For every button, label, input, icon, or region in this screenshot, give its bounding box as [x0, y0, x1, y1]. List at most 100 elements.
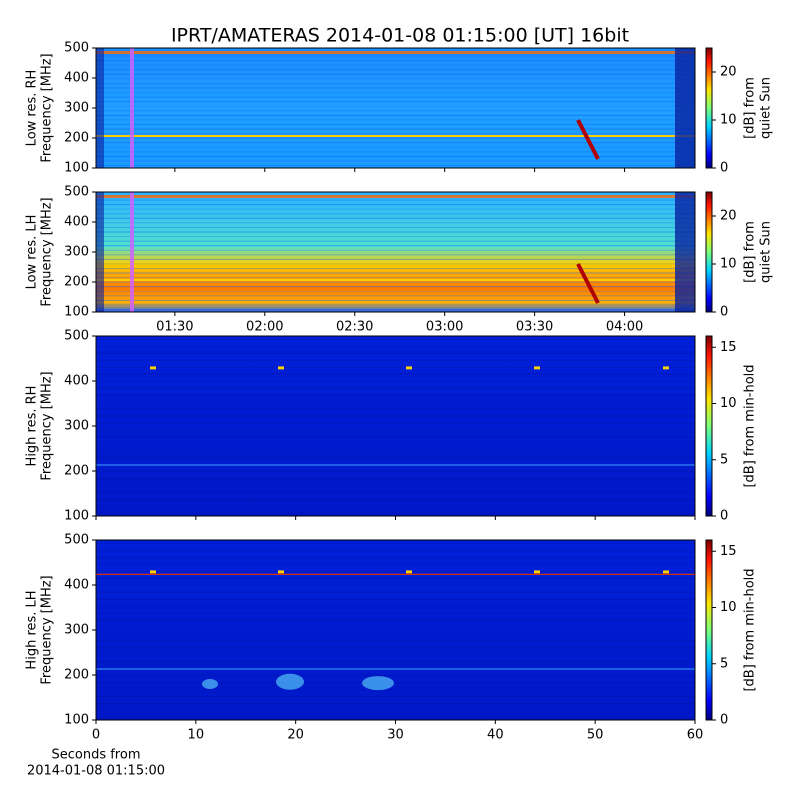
- colorbar-tick-label: 20: [720, 209, 737, 224]
- spectrogram-edge: [675, 192, 695, 312]
- spectrogram-stripe: [96, 119, 695, 121]
- colorbar-label: [dB] from min-hold: [743, 568, 758, 691]
- spectrogram-stripe: [96, 254, 695, 256]
- spectrogram-stripe: [96, 101, 695, 103]
- spectrogram-stripe: [96, 436, 695, 438]
- colorbar-label: [dB] from: [743, 77, 758, 139]
- spectrogram-stripe: [96, 633, 695, 635]
- spectrogram-stripe: [96, 696, 695, 698]
- spectrogram-stripe: [96, 309, 695, 310]
- spectrogram-stripe: [96, 105, 695, 107]
- y-tick-label: 100: [64, 509, 89, 524]
- spectrogram-stripe: [96, 605, 695, 607]
- y-axis-label: High res. LH: [25, 590, 40, 669]
- spectrogram-feature: [276, 673, 304, 690]
- y-tick-label: 300: [64, 245, 89, 260]
- spectrogram-stripe: [96, 208, 695, 210]
- spectrogram-stripe: [96, 450, 695, 452]
- colorbar-label: quiet Sun: [759, 77, 774, 139]
- x-axis-label: 2014-01-08 01:15:00: [27, 764, 165, 779]
- y-tick-label: 300: [64, 623, 89, 638]
- spectrogram-edge: [675, 48, 695, 168]
- spectrogram-stripe: [96, 506, 695, 508]
- spectrogram-stripe: [96, 263, 695, 265]
- spectrogram-stripe: [96, 619, 695, 621]
- spectrogram-stripe: [96, 249, 695, 251]
- colorbar-tick-label: 0: [720, 509, 728, 524]
- spectrogram-stripe: [96, 286, 695, 288]
- spectrogram-stripe: [96, 279, 695, 281]
- colorbar: [705, 335, 713, 517]
- spectrogram-stripe: [96, 682, 695, 684]
- y-tick-label: 200: [64, 275, 89, 290]
- spectrogram-stripe: [96, 204, 695, 206]
- spectrogram-edge: [96, 48, 104, 168]
- spectrogram-stripe: [96, 485, 695, 487]
- y-tick-label: 500: [64, 41, 89, 56]
- spectrogram-stripe: [96, 165, 695, 166]
- spectrogram-stripe: [96, 443, 695, 445]
- spectrogram-stripe: [96, 236, 695, 238]
- spectrogram-stripe: [96, 387, 695, 389]
- y-tick-label: 100: [64, 161, 89, 176]
- spectrogram-stripe: [96, 135, 695, 137]
- spectrogram-stripe: [96, 366, 695, 368]
- spectrogram-stripe: [96, 570, 695, 572]
- x-tick-label: 30: [387, 728, 404, 743]
- chart-title: IPRT/AMATERAS 2014-01-08 01:15:00 [UT] 1…: [171, 25, 629, 47]
- spectrogram-image: [96, 336, 695, 516]
- spectrogram-feature: [278, 366, 284, 370]
- spectrogram-stripe: [96, 549, 695, 551]
- x-tick-label: 03:00: [426, 320, 463, 335]
- spectrogram-stripe: [96, 155, 695, 157]
- interference-line: [130, 192, 134, 312]
- colorbar-tick-label: 10: [720, 113, 737, 128]
- y-tick-label: 300: [64, 101, 89, 116]
- interference-line: [130, 48, 134, 168]
- spectrogram-stripe: [96, 146, 695, 148]
- spectrogram-feature: [406, 570, 412, 574]
- spectrogram-stripe: [96, 675, 695, 677]
- spectrogram-feature: [202, 679, 218, 689]
- y-tick-label: 200: [64, 131, 89, 146]
- spectrogram-stripe: [96, 584, 695, 586]
- radio-burst: [576, 263, 600, 304]
- spectrogram-stripe: [96, 240, 695, 242]
- x-tick-label: 04:00: [606, 320, 643, 335]
- spectrogram-stripe: [96, 647, 695, 649]
- spectrogram-stripe: [96, 573, 695, 575]
- colorbar-tick-label: 0: [720, 161, 728, 176]
- spectrogram-stripe: [96, 199, 695, 201]
- y-tick-label: 400: [64, 71, 89, 86]
- spectrogram-stripe: [96, 69, 695, 71]
- spectrogram-stripe: [96, 295, 695, 297]
- x-tick-label: 20: [287, 728, 304, 743]
- spectrogram-stripe: [96, 96, 695, 98]
- colorbar-tick-label: 10: [720, 600, 737, 615]
- spectrogram-stripe: [96, 133, 695, 135]
- spectrogram-stripe: [96, 577, 695, 579]
- spectrogram-stripe: [96, 543, 695, 544]
- spectrogram-stripe: [96, 591, 695, 593]
- y-axis-label: Frequency [MHz]: [40, 53, 55, 162]
- y-axis-label: Frequency [MHz]: [40, 575, 55, 684]
- colorbar-tick-label: 10: [720, 396, 737, 411]
- spectrogram-stripe: [96, 556, 695, 558]
- colorbar-label: [dB] from min-hold: [743, 364, 758, 487]
- spectrogram-stripe: [96, 82, 695, 84]
- colorbar-tick-label: 15: [720, 544, 737, 559]
- spectrogram-stripe: [96, 429, 695, 431]
- spectrogram-stripe: [96, 513, 695, 514]
- spectrogram-image: [96, 48, 695, 168]
- spectrogram-stripe: [96, 195, 695, 198]
- colorbar-tick-label: 10: [720, 257, 737, 272]
- spectrogram-stripe: [96, 373, 695, 375]
- y-tick-label: 100: [64, 305, 89, 320]
- spectrogram-stripe: [96, 272, 695, 274]
- spectrogram-stripe: [96, 640, 695, 642]
- x-tick-label: 40: [487, 728, 504, 743]
- spectrogram-stripe: [96, 55, 695, 57]
- colorbar: [705, 539, 713, 721]
- x-tick-label: 0: [92, 728, 100, 743]
